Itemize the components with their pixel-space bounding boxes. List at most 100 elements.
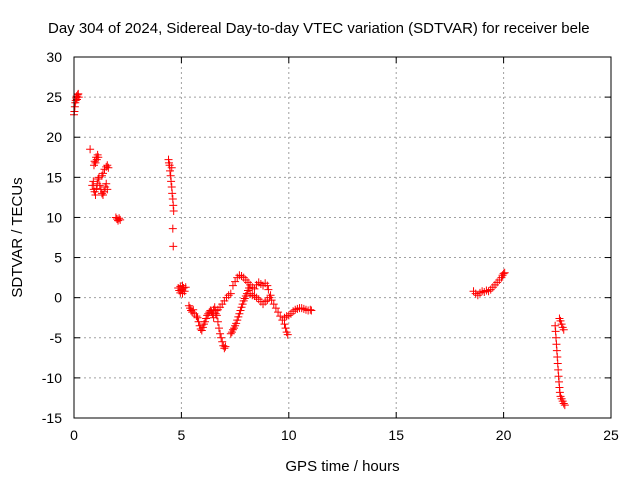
data-point — [289, 307, 298, 316]
data-point — [74, 93, 83, 102]
data-point — [214, 324, 223, 333]
data-point — [271, 304, 280, 313]
data-point — [168, 224, 177, 233]
data-point — [234, 312, 243, 321]
data-point — [221, 342, 230, 351]
y-tick-label: -15 — [42, 410, 62, 426]
data-point — [246, 289, 255, 298]
data-point — [94, 174, 103, 183]
y-tick-label: 15 — [46, 169, 62, 185]
data-point — [224, 291, 233, 300]
data-point — [98, 190, 107, 199]
data-point — [88, 181, 97, 190]
data-point — [555, 388, 564, 397]
data-point — [167, 163, 176, 172]
y-tick-label: 30 — [46, 49, 62, 65]
data-point — [195, 321, 204, 330]
data-point — [91, 158, 100, 167]
data-point — [192, 312, 201, 321]
data-point — [94, 153, 103, 162]
axis-ticks — [73, 56, 612, 419]
data-point — [112, 215, 121, 224]
data-point — [237, 272, 246, 281]
data-point — [218, 337, 227, 346]
data-point — [235, 271, 244, 280]
data-point — [220, 344, 229, 353]
data-point — [248, 283, 257, 292]
data-point — [95, 181, 104, 190]
data-point — [557, 320, 566, 329]
data-point — [250, 284, 259, 293]
data-point — [91, 190, 100, 199]
data-point — [201, 317, 210, 326]
data-point — [166, 166, 175, 175]
data-point — [97, 189, 106, 198]
data-point — [560, 401, 569, 410]
data-point — [193, 313, 202, 322]
data-point — [168, 189, 177, 198]
data-point — [197, 326, 206, 335]
data-point — [169, 207, 178, 216]
x-tick-label: 10 — [281, 427, 297, 443]
data-point — [102, 179, 111, 188]
data-point — [202, 314, 211, 323]
data-point — [281, 324, 290, 333]
data-point — [103, 185, 112, 194]
data-point — [198, 323, 207, 332]
data-point — [231, 277, 240, 286]
data-point — [209, 313, 218, 322]
data-point — [102, 162, 111, 171]
data-point — [291, 305, 300, 314]
data-point — [261, 297, 270, 306]
data-point — [297, 304, 306, 313]
x-tick-label: 25 — [603, 427, 619, 443]
data-point — [111, 213, 120, 222]
y-tick-label: 25 — [46, 89, 62, 105]
data-point — [181, 283, 190, 292]
data-point — [307, 306, 316, 315]
data-point — [216, 329, 225, 338]
data-point — [177, 285, 186, 294]
data-point — [264, 285, 273, 294]
x-tick-label: 15 — [388, 427, 404, 443]
data-point — [228, 281, 237, 290]
data-point — [236, 306, 245, 315]
data-point — [306, 305, 315, 314]
data-point — [226, 289, 235, 298]
data-point — [116, 215, 125, 224]
data-point — [216, 303, 225, 312]
data-point — [90, 157, 99, 166]
x-tick-label: 20 — [496, 427, 512, 443]
plot-frame — [73, 56, 612, 419]
data-point — [280, 313, 289, 322]
data-point — [217, 333, 226, 342]
data-point — [245, 284, 254, 293]
data-point — [559, 399, 568, 408]
data-point — [169, 242, 178, 251]
data-point — [256, 280, 265, 289]
data-point — [499, 269, 508, 278]
data-point — [179, 284, 188, 293]
data-point — [266, 291, 275, 300]
data-point — [556, 316, 565, 325]
data-point — [267, 296, 276, 305]
data-point — [250, 292, 259, 301]
data-point — [484, 287, 493, 296]
data-point — [92, 184, 101, 193]
data-point — [178, 289, 187, 298]
data-point — [115, 214, 124, 223]
data-point — [211, 309, 220, 318]
data-point — [238, 300, 247, 309]
y-tick-label: -5 — [50, 330, 63, 346]
data-point — [176, 288, 185, 297]
data-point — [475, 288, 484, 297]
y-tick-label: 0 — [54, 290, 62, 306]
chart-title: Day 304 of 2024, Sidereal Day-to-day VTE… — [48, 20, 590, 37]
data-point — [167, 177, 176, 186]
y-tick-label: 20 — [46, 129, 62, 145]
data-point — [299, 304, 308, 313]
data-point — [254, 278, 263, 287]
data-point — [220, 296, 229, 305]
data-point — [248, 291, 257, 300]
grid — [74, 57, 611, 418]
